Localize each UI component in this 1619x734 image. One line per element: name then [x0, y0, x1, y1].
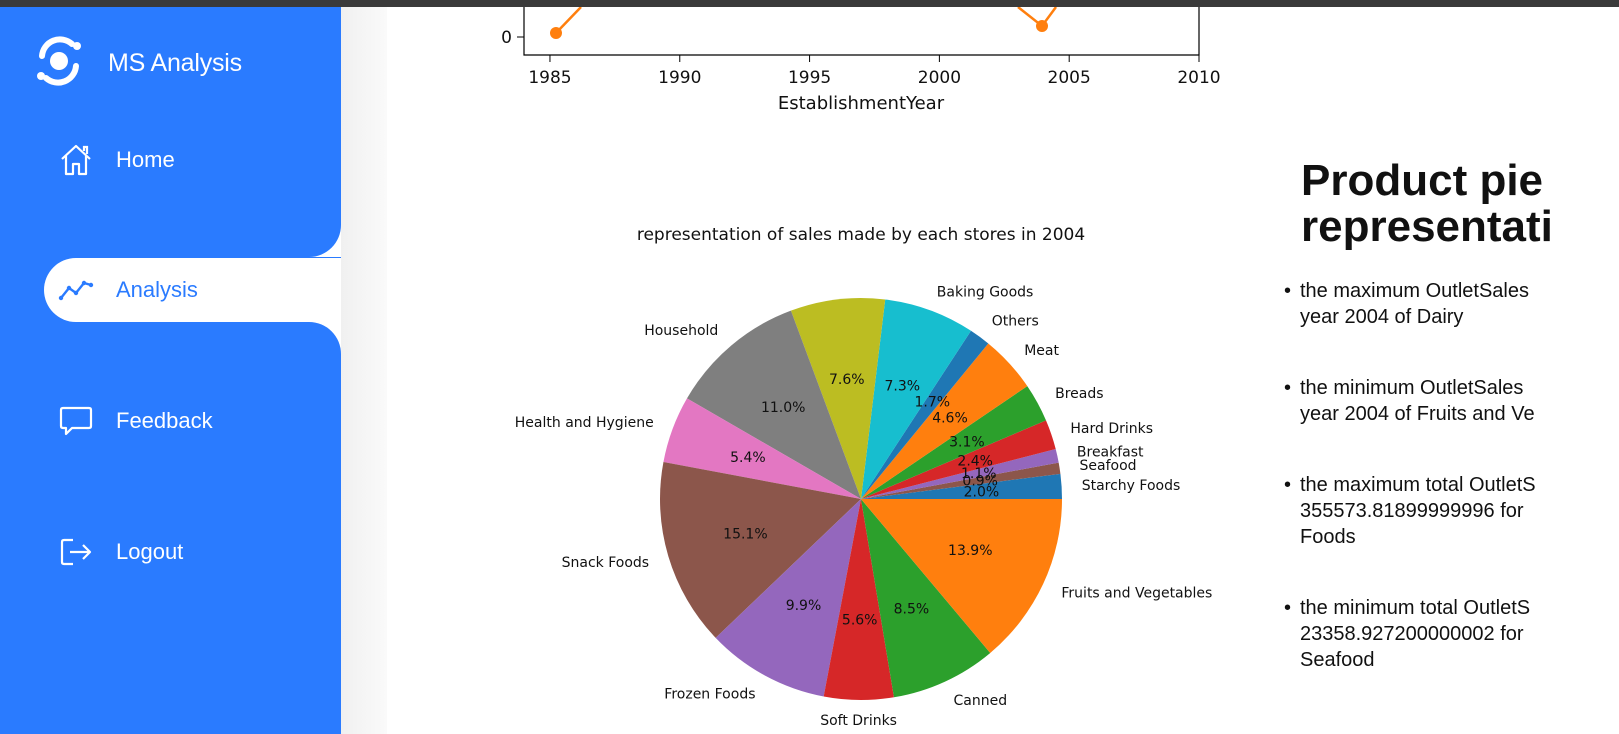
pie-chart: representation of sales made by each sto…	[515, 225, 1213, 729]
pie-percent-label: 8.5%	[894, 602, 930, 618]
pie-category-label: Seafood	[1080, 458, 1137, 474]
pie-slice	[686, 310, 861, 499]
pie-slice	[660, 461, 861, 638]
pie-slice	[861, 343, 1028, 499]
summary-item: the minimum total OutletS 23358.92720000…	[1280, 595, 1619, 673]
pie-percent-label: 2.4%	[957, 453, 993, 469]
brand[interactable]: MS Analysis	[32, 34, 242, 93]
pie-category-label: Baking Goods	[937, 284, 1034, 300]
product-pie-summary: Product pie representati the maximum Out…	[1280, 150, 1619, 734]
line-chart: 0 1985 1990 1995 2000 2005 2010 Establishment…	[501, 7, 1221, 114]
sidebar: MS Analysis Home Analysis Feedback Logou…	[0, 7, 341, 734]
pie-percent-label: 11.0%	[761, 400, 805, 416]
pie-category-label: Hard Drinks	[1070, 421, 1153, 437]
pie-slice	[861, 499, 1062, 653]
pie-slice	[715, 499, 861, 697]
sidebar-item-label: Logout	[116, 539, 184, 564]
pie-category-label: Health and Hygiene	[515, 415, 654, 431]
sidebar-item-label: Home	[116, 147, 175, 172]
pie-category-label: Fruits and Vegetables	[1061, 585, 1212, 601]
section-title-line: Product pie	[1301, 156, 1544, 205]
y-tick-label: 0	[501, 28, 512, 48]
pie-category-label: Others	[992, 314, 1039, 330]
pie-slice	[861, 473, 1062, 499]
logo-icon	[32, 34, 86, 93]
pie-percent-label: 7.6%	[829, 372, 865, 388]
pie-slices	[660, 298, 1062, 701]
x-ticks: 1985 1990 1995 2000 2005 2010	[528, 55, 1221, 88]
pie-slice	[861, 420, 1056, 499]
section-title-line: representati	[1301, 202, 1553, 251]
pie-percent-label: 1.1%	[961, 466, 997, 482]
pie-category-label: Household	[644, 323, 718, 339]
x-tick-label: 2010	[1177, 68, 1220, 88]
pie-percent-label: 13.9%	[948, 543, 992, 559]
pie-category-label: Starchy Foods	[1082, 478, 1181, 494]
content-edge-shadow	[341, 7, 387, 734]
pie-percent-label: 9.9%	[786, 598, 822, 614]
pie-slice	[861, 299, 971, 499]
pie-percent-label: 3.1%	[949, 434, 985, 450]
series-line-segment	[555, 7, 582, 34]
x-tick-label: 1990	[658, 68, 701, 88]
pie-slice	[663, 398, 861, 499]
trend-icon	[58, 272, 94, 308]
x-axis-label: EstablishmentYear	[778, 93, 945, 114]
pie-category-label: Snack Foods	[562, 555, 649, 571]
sidebar-item-home[interactable]: Home	[44, 128, 341, 192]
chat-icon	[58, 403, 94, 439]
pie-category-label: Breakfast	[1077, 445, 1144, 461]
pie-slice	[823, 499, 894, 701]
pie-percent-label: 4.6%	[932, 411, 968, 427]
pie-percent-labels: 2.0%0.9%1.1%2.4% 3.1% 4.6%1.7%7.3% 7.6% 11.0…	[723, 372, 999, 628]
charts-area: 0 1985 1990 1995 2000 2005 2010 Establishment…	[501, 7, 1221, 729]
active-tab-curve-bottom	[309, 322, 341, 354]
brand-name: MS Analysis	[108, 49, 242, 77]
x-tick-label: 2005	[1048, 68, 1091, 88]
pie-category-label: Soft Drinks	[820, 713, 897, 729]
sidebar-item-logout[interactable]: Logout	[44, 520, 341, 584]
window-top-bar	[0, 0, 1619, 7]
pie-percent-label: 15.1%	[723, 526, 767, 542]
logout-icon	[58, 534, 94, 570]
data-point	[550, 27, 562, 39]
line-chart-axes	[523, 7, 1200, 56]
data-point	[1036, 20, 1048, 32]
pie-percent-label: 1.7%	[915, 395, 951, 411]
sidebar-item-label: Feedback	[116, 408, 213, 433]
sidebar-item-analysis[interactable]: Analysis	[44, 258, 341, 322]
summary-item: the minimum OutletSales year 2004 of Fru…	[1280, 375, 1619, 427]
pie-category-label: Canned	[954, 693, 1008, 709]
pie-percent-label: 2.0%	[964, 484, 1000, 500]
x-tick-label: 2000	[918, 68, 961, 88]
pie-percent-label: 5.6%	[842, 613, 878, 629]
sidebar-item-feedback[interactable]: Feedback	[44, 389, 341, 453]
pie-slice	[861, 462, 1061, 499]
summary-item: the maximum OutletSales year 2004 of Dai…	[1280, 278, 1619, 330]
pie-category-label: Frozen Foods	[664, 686, 755, 702]
pie-percent-label: 0.9%	[962, 474, 998, 490]
active-tab-curve-top	[309, 225, 341, 257]
x-tick-label: 1995	[788, 68, 831, 88]
pie-category-label: Meat	[1024, 343, 1059, 359]
pie-slice	[861, 330, 989, 499]
pie-title: representation of sales made by each sto…	[637, 225, 1085, 245]
sidebar-item-label: Analysis	[116, 277, 198, 302]
pie-slice	[861, 386, 1046, 499]
x-tick-label: 1985	[528, 68, 571, 88]
pie-percent-label: 7.3%	[885, 379, 921, 395]
pie-slice	[861, 449, 1059, 499]
summary-list: the maximum OutletSales year 2004 of Dai…	[1280, 278, 1619, 673]
summary-item: the maximum total OutletS 355573.8189999…	[1280, 472, 1619, 550]
home-icon	[58, 142, 94, 178]
pie-slice	[861, 499, 991, 698]
pie-category-label: Breads	[1055, 386, 1103, 402]
pie-slice	[790, 298, 886, 499]
section-title: Product pie representati	[1301, 158, 1619, 250]
pie-percent-label: 5.4%	[730, 450, 766, 466]
